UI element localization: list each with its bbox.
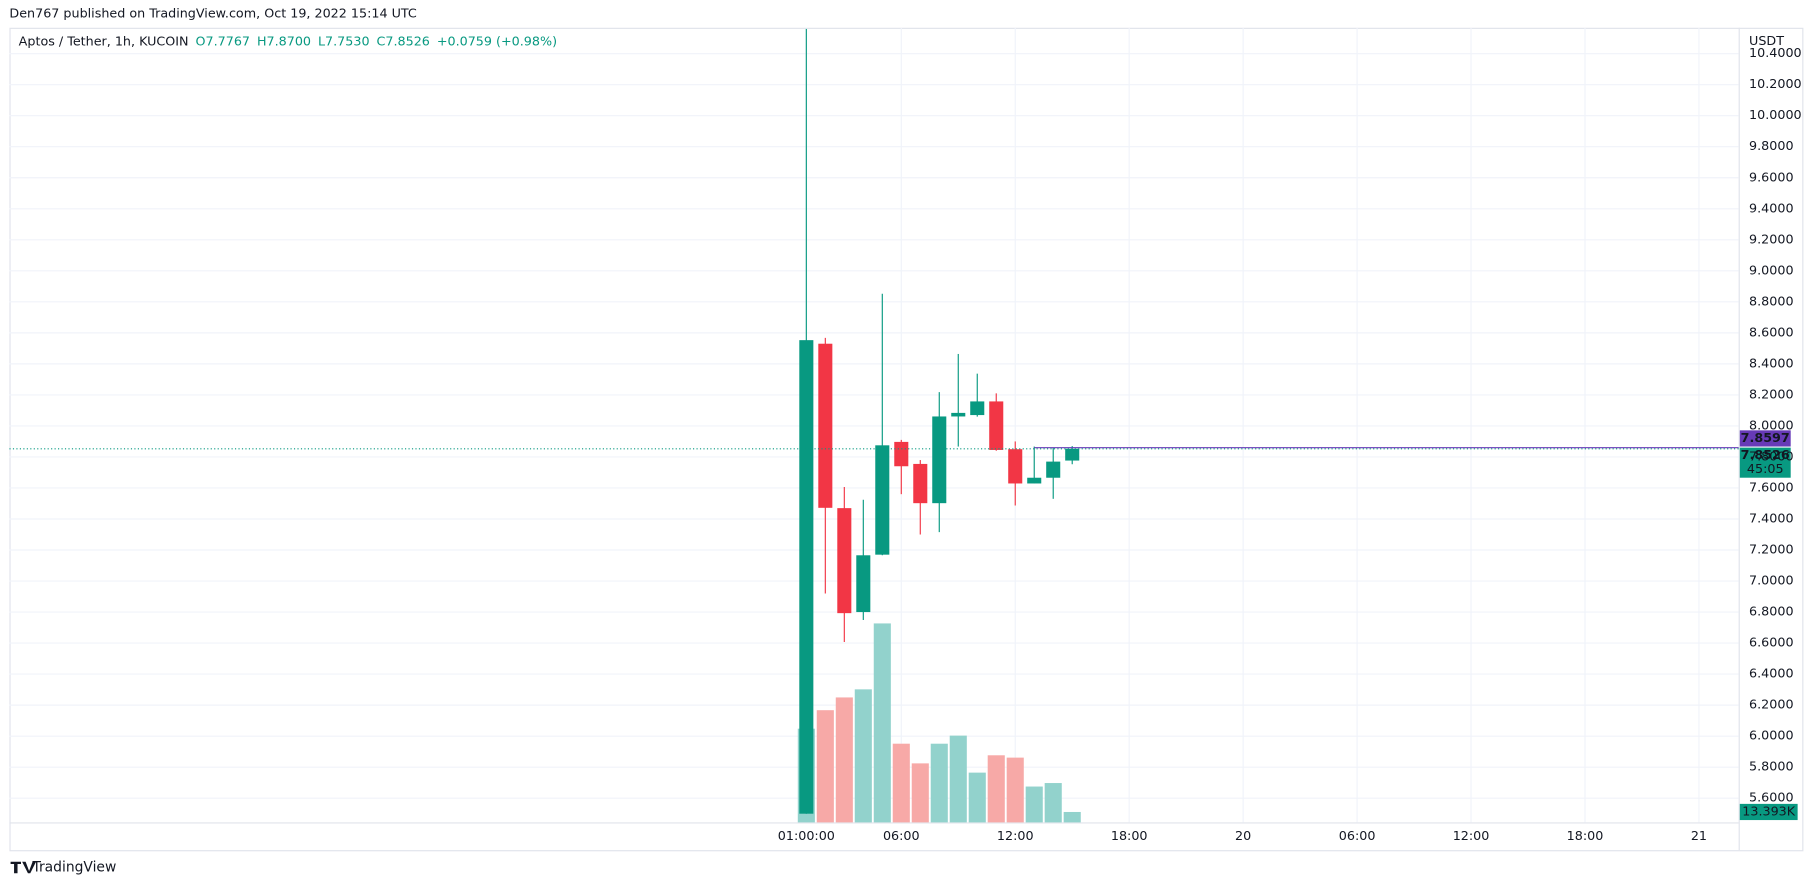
candle-body <box>970 401 985 416</box>
x-tick-label: 18:00 <box>1111 828 1148 843</box>
volume-bar <box>968 772 986 823</box>
candle-body <box>1065 448 1080 461</box>
volume-bar <box>835 697 853 823</box>
volume-bar <box>1025 786 1043 823</box>
y-tick-label: 7.0000 <box>1749 573 1794 588</box>
x-tick-label: 12:00 <box>997 828 1034 843</box>
volume-label: 13.393K <box>1742 803 1796 818</box>
candle-body <box>837 508 852 614</box>
y-tick-label: 9.0000 <box>1749 262 1794 277</box>
ohlc: C7.8526 <box>377 33 430 48</box>
candle-body <box>932 416 947 504</box>
ohlc: L7.7530 <box>318 33 370 48</box>
countdown: 45:05 <box>1747 461 1784 476</box>
candle-body <box>1027 477 1042 484</box>
y-tick-label: 10.2000 <box>1749 76 1802 91</box>
y-tick-label: 7.2000 <box>1749 542 1794 557</box>
y-tick-label: 9.2000 <box>1749 231 1794 246</box>
candle-body <box>875 445 890 555</box>
volume-bar <box>1063 811 1081 823</box>
volume-bar <box>873 623 891 823</box>
y-tick-label: 9.8000 <box>1749 138 1794 153</box>
price-label: 7.8597 <box>1741 430 1790 445</box>
candles <box>799 28 1080 814</box>
y-tick-label: 8.2000 <box>1749 386 1794 401</box>
candle-body <box>1008 449 1023 484</box>
x-tick-label: 18:00 <box>1567 828 1604 843</box>
y-tick-label: 7.4000 <box>1749 510 1794 525</box>
volume-bar <box>892 743 910 823</box>
y-tick-label: 7.8000 <box>1749 448 1794 463</box>
candle-body <box>1046 461 1061 478</box>
y-unit: USDT <box>1749 33 1784 48</box>
volume-bar <box>987 755 1005 823</box>
price-label-box <box>1739 447 1791 478</box>
candle-body <box>951 412 966 417</box>
volume-bar <box>1006 757 1024 823</box>
symbol: Aptos / Tether, 1h, KUCOIN <box>19 33 189 48</box>
x-tick-label: 12:00 <box>1453 828 1490 843</box>
volume-bar <box>911 763 929 823</box>
price-label-box <box>1739 430 1791 447</box>
y-tick-label: 6.4000 <box>1749 666 1794 681</box>
footer: TradingView <box>32 859 117 875</box>
volume-label-box <box>1739 803 1798 821</box>
ohlc: O7.7767 <box>196 33 251 48</box>
candle-body <box>894 441 909 467</box>
candle-body <box>913 463 928 504</box>
x-tick-label: 20 <box>1235 828 1251 843</box>
y-tick-label: 9.6000 <box>1749 169 1794 184</box>
volume-bar <box>1044 783 1062 823</box>
y-tick-label: 6.2000 <box>1749 697 1794 712</box>
volume-bar <box>949 735 967 823</box>
header: Den767 published on TradingView.com, Oct… <box>9 5 417 20</box>
x-tick-label: 01:00:00 <box>778 828 835 843</box>
y-tick-label: 8.8000 <box>1749 293 1794 308</box>
y-tick-label: 6.8000 <box>1749 604 1794 619</box>
frame <box>9 27 1804 852</box>
y-tick-label: 8.0000 <box>1749 417 1794 432</box>
candle-body <box>989 401 1004 450</box>
volume <box>797 623 1081 823</box>
candle-body <box>818 343 833 508</box>
y-tick-label: 9.4000 <box>1749 200 1794 215</box>
x-tick-label: 06:00 <box>1339 828 1376 843</box>
x-tick-label: 06:00 <box>883 828 920 843</box>
y-tick-label: 10.4000 <box>1749 45 1802 60</box>
y-tick-label: 6.6000 <box>1749 635 1794 650</box>
ohlc: H7.8700 <box>257 33 311 48</box>
y-tick-label: 8.4000 <box>1749 355 1794 370</box>
y-tick-label: 5.8000 <box>1749 759 1794 774</box>
candle-body <box>856 555 871 613</box>
y-tick-label: 7.6000 <box>1749 479 1794 494</box>
footer-logo <box>10 861 37 874</box>
candle-body <box>799 340 814 814</box>
volume-bar <box>816 710 834 823</box>
y-tick-label: 8.6000 <box>1749 324 1794 339</box>
change: +0.0759 (+0.98%) <box>437 33 557 48</box>
volume-bar <box>854 689 872 823</box>
price-label: 7.8526 <box>1741 447 1790 462</box>
y-tick-label: 10.0000 <box>1749 107 1802 122</box>
x-tick-label: 21 <box>1691 828 1707 843</box>
y-tick-label: 5.6000 <box>1749 790 1794 805</box>
y-tick-label: 6.0000 <box>1749 728 1794 743</box>
volume-bar <box>930 743 948 823</box>
legend: Aptos / Tether, 1h, KUCOIN O7.7767 H7.8700… <box>19 33 557 48</box>
